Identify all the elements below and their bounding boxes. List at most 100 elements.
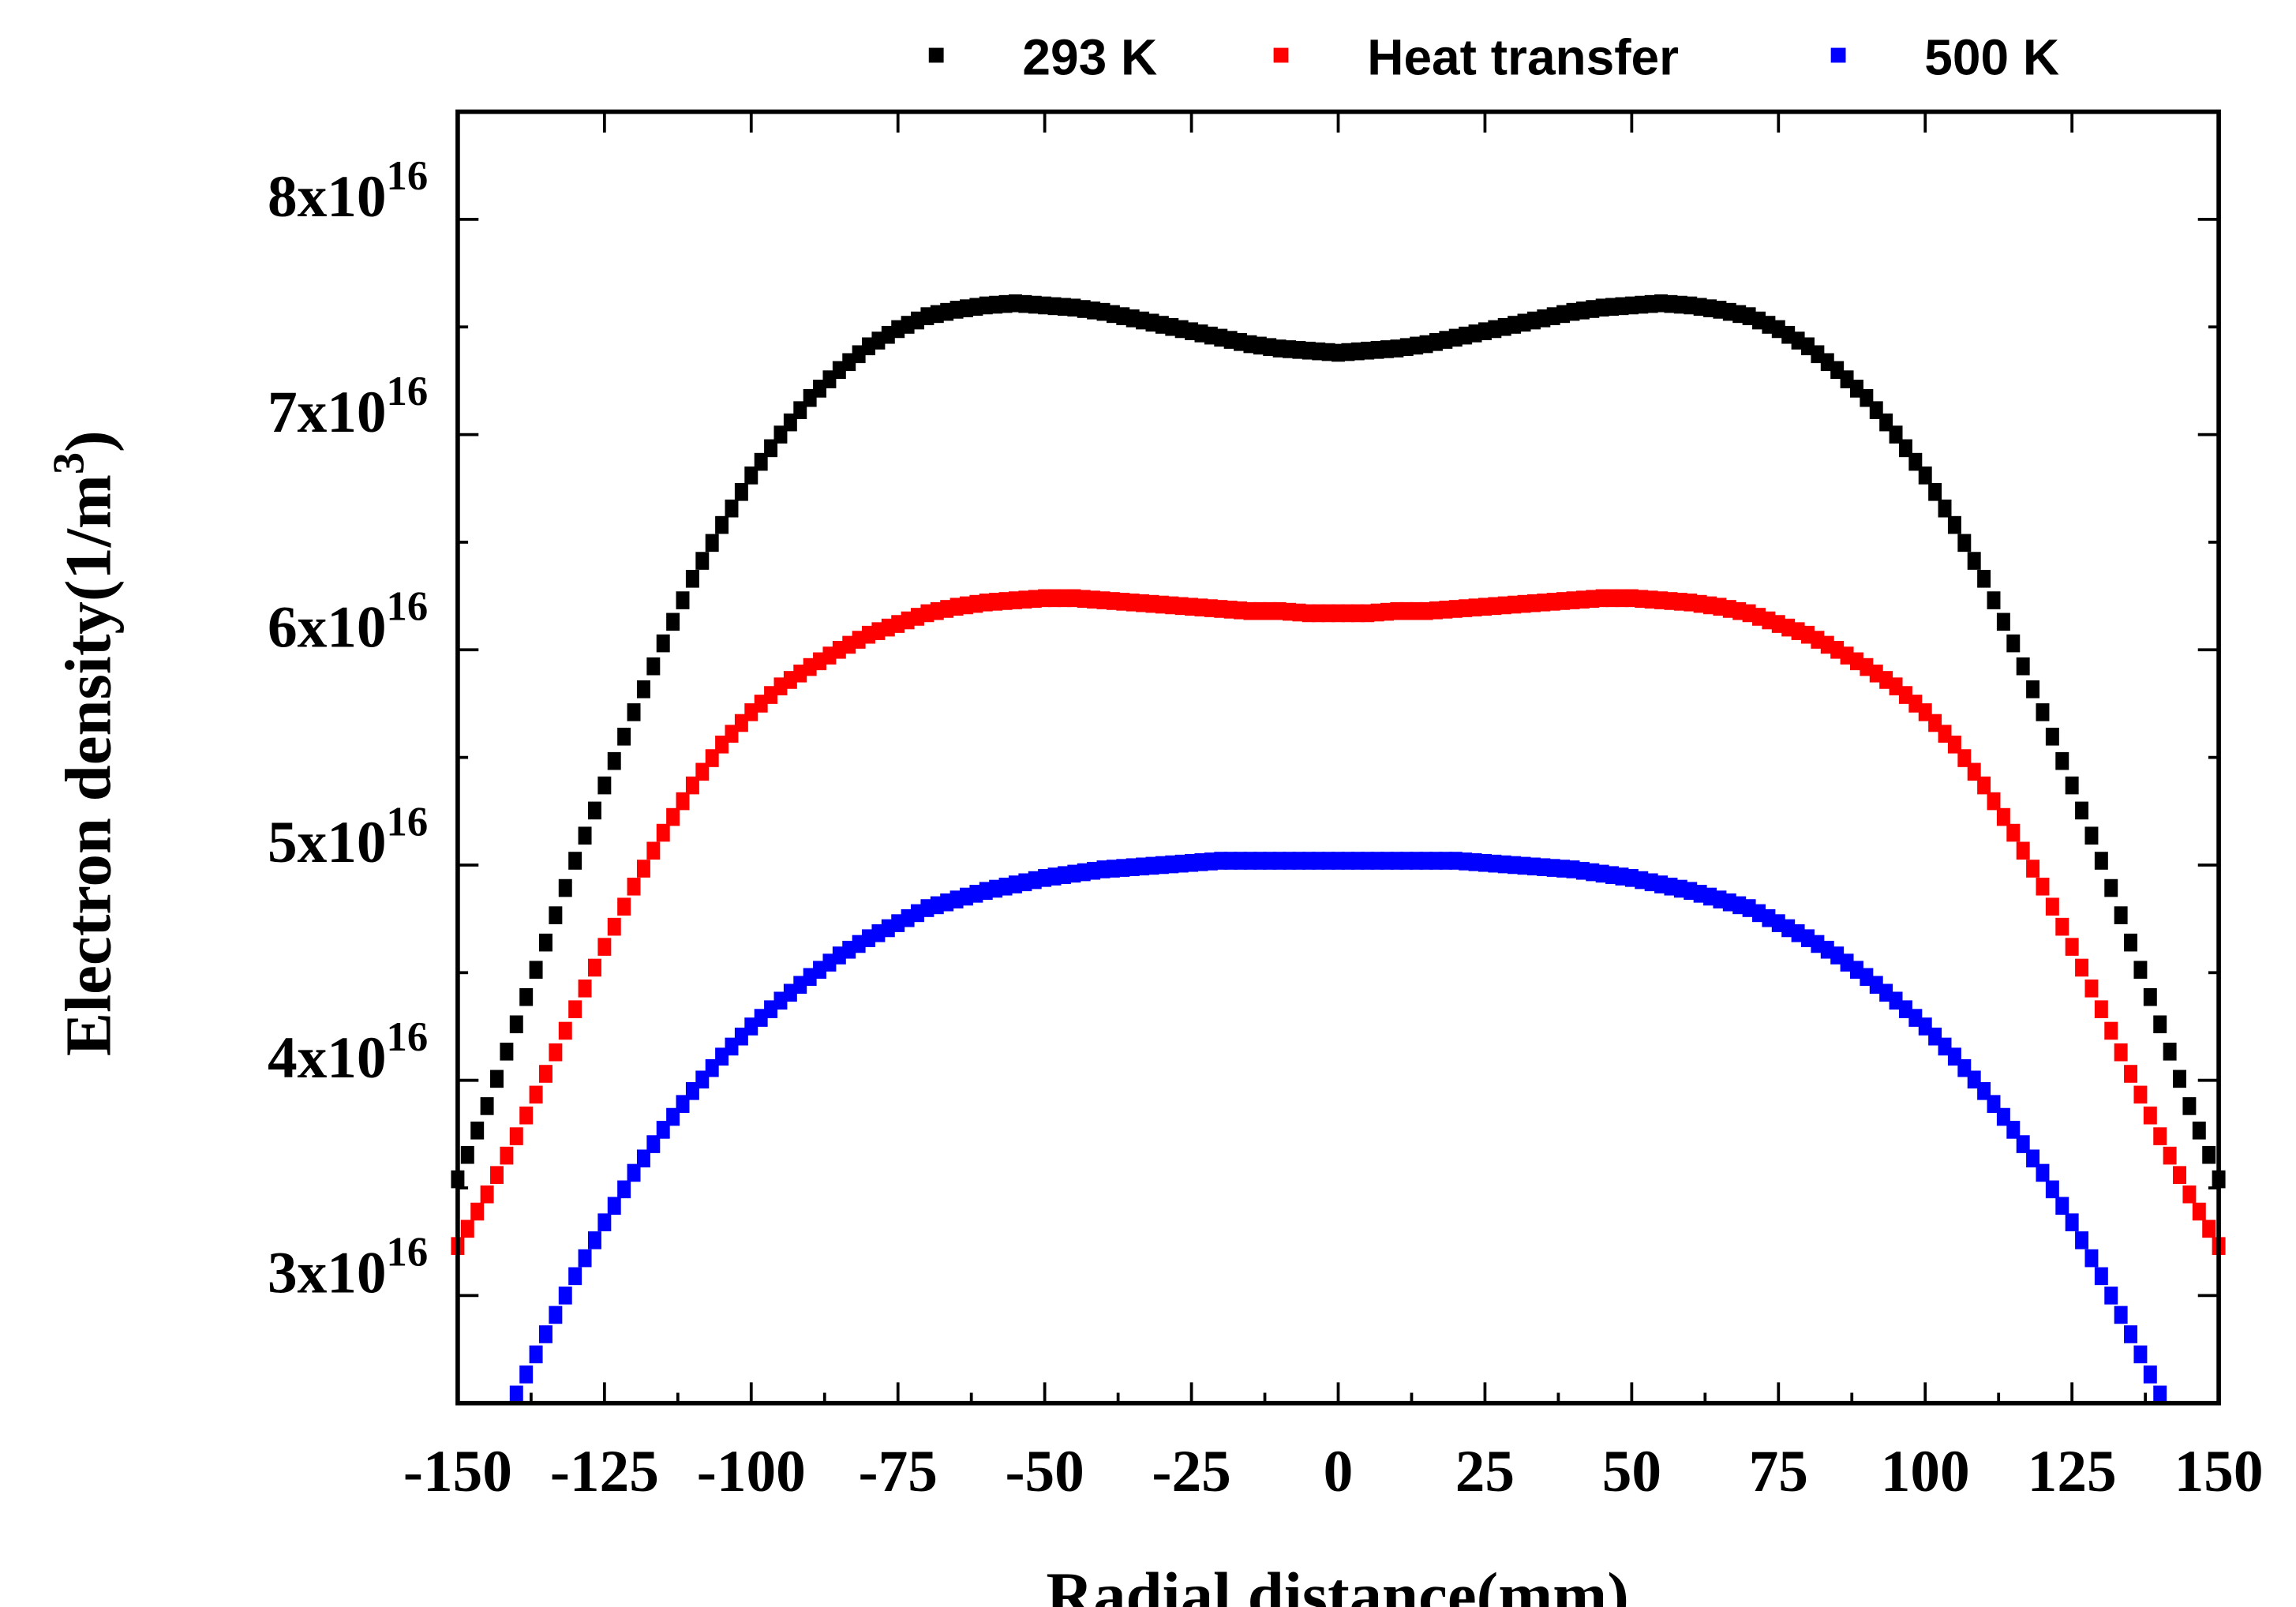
data-point-interp [705, 534, 719, 553]
plot-frame [455, 109, 2221, 1406]
y-tick-mantissa: 6x10 [268, 595, 387, 661]
data-point-interp [2114, 1043, 2128, 1062]
data-point [2006, 823, 2021, 842]
data-point-interp [2133, 1345, 2148, 1364]
y-tick-label: 4x1016 [268, 1014, 428, 1091]
data-point [2006, 1121, 2021, 1139]
data-point [715, 515, 729, 534]
data-point [627, 877, 641, 896]
data-point-interp [1908, 452, 1923, 471]
data-point [539, 1065, 552, 1083]
data-point-interp [587, 1231, 601, 1249]
data-point-interp [470, 1202, 485, 1221]
data-point-interp [460, 1219, 474, 1238]
data-point [685, 776, 699, 795]
data-point [597, 776, 612, 795]
data-point [2006, 634, 2021, 653]
data-point-interp [666, 807, 680, 826]
data-point-interp [607, 917, 621, 936]
data-point [2153, 1015, 2167, 1034]
data-point-interp [1967, 762, 1981, 781]
data-point-interp [2045, 1180, 2059, 1199]
data-point-interp [607, 751, 621, 770]
data-point-interp [617, 727, 631, 746]
data-point-interp [1938, 499, 1952, 518]
data-point-interp [2163, 1043, 2177, 1061]
data-point [597, 1213, 612, 1231]
data-point-interp [519, 1365, 534, 1384]
data-point-interp [470, 1122, 485, 1140]
legend-label: Heat transfer [1367, 28, 1679, 85]
data-point [744, 466, 758, 485]
data-point-interp [1928, 483, 1942, 501]
data-point-interp [695, 762, 710, 781]
legend-marker-icon [1830, 47, 1846, 63]
data-point [568, 1000, 582, 1018]
data-point-interp [578, 826, 592, 845]
data-point-interp [2173, 1166, 2186, 1184]
data-point [2124, 1325, 2138, 1343]
data-point [656, 634, 670, 653]
data-point-interp [666, 612, 680, 631]
data-markers [451, 294, 2226, 1404]
data-point-interp [500, 1043, 514, 1061]
data-point-interp [705, 749, 719, 767]
data-point [2036, 1163, 2050, 1182]
y-tick-mantissa: 5x10 [268, 810, 387, 875]
x-tick-label: 50 [1602, 1439, 1661, 1504]
data-point [627, 703, 641, 721]
data-point-interp [529, 961, 543, 979]
data-point [2036, 877, 2050, 896]
data-point-interp [676, 591, 690, 609]
data-point [627, 1163, 641, 1182]
data-point-interp [529, 1085, 543, 1104]
data-point-interp [2173, 1069, 2186, 1088]
x-tick-label: -25 [1152, 1439, 1230, 1504]
y-tick-exponent: 16 [387, 1230, 429, 1275]
data-point [2094, 1267, 2108, 1286]
data-point [568, 852, 582, 870]
data-point-interp [2016, 657, 2030, 676]
data-point-interp [549, 906, 563, 924]
data-point-interp [764, 439, 778, 458]
y-tick-mantissa: 8x10 [268, 164, 387, 230]
legend-marker-icon [928, 47, 944, 63]
data-point [2124, 933, 2138, 952]
data-point-interp [1957, 534, 1972, 553]
data-point [2065, 776, 2079, 795]
data-point-interp [2016, 841, 2030, 860]
data-point-interp [2084, 826, 2099, 845]
data-point-interp [1996, 807, 2010, 826]
legend: 293 K Heat transfer 500 K [928, 28, 2059, 85]
data-point-interp [1898, 439, 1912, 458]
x-tick-label: 75 [1749, 1439, 1808, 1504]
series-500-k [509, 852, 2167, 1404]
data-point-interp [460, 1145, 474, 1164]
x-tick-label: -125 [550, 1439, 659, 1504]
data-point [2094, 852, 2108, 870]
data-point-interp [2133, 961, 2148, 979]
legend-label: 293 K [1022, 28, 1157, 85]
data-point-interp [754, 452, 768, 471]
x-tick-label: 125 [2028, 1439, 2117, 1504]
data-point-interp [2026, 860, 2040, 878]
data-point-interp [1967, 552, 1981, 570]
y-tick-exponent: 16 [387, 1014, 429, 1060]
y-tick-mantissa: 4x10 [268, 1025, 387, 1091]
data-point-interp [558, 1021, 572, 1040]
data-point-interp [1987, 792, 2001, 811]
data-point-interp [549, 1043, 563, 1062]
data-point-interp [2104, 878, 2118, 897]
data-point [480, 1097, 494, 1115]
y-tick-exponent: 16 [387, 153, 429, 199]
data-point [2182, 1185, 2197, 1204]
data-point-interp [607, 1197, 621, 1216]
data-point-interp [636, 860, 650, 878]
x-tick-label: 25 [1455, 1439, 1515, 1504]
data-point-interp [725, 499, 739, 518]
data-point-interp [2104, 1021, 2118, 1040]
data-point [1918, 466, 1932, 485]
data-point-interp [2104, 1287, 2118, 1305]
data-point-interp [2045, 897, 2059, 916]
y-tick-mantissa: 7x10 [268, 380, 387, 445]
